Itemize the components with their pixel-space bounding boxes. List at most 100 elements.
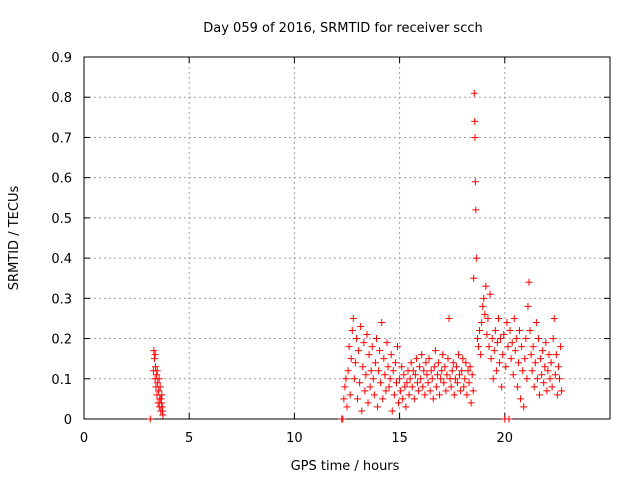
y-tick-label: 0.9 (51, 51, 72, 66)
y-tick-label: 0.3 (51, 292, 72, 307)
data-point (451, 375, 459, 383)
data-point (507, 355, 515, 363)
data-point (522, 335, 530, 343)
data-point (544, 367, 552, 375)
data-point (387, 351, 395, 359)
data-point (494, 314, 502, 322)
data-point (350, 375, 358, 383)
data-point (545, 351, 553, 359)
x-tick-label: 15 (391, 431, 408, 446)
data-point (427, 367, 435, 375)
data-point (158, 407, 166, 415)
data-point (399, 395, 407, 403)
data-point (479, 302, 487, 310)
data-point (370, 391, 378, 399)
data-point (396, 375, 404, 383)
data-point (484, 314, 492, 322)
data-point (364, 399, 372, 407)
data-point (153, 371, 161, 379)
data-point (523, 375, 531, 383)
data-point (486, 290, 494, 298)
data-point (467, 399, 475, 407)
data-point (349, 314, 357, 322)
data-point (548, 383, 556, 391)
data-point (471, 133, 479, 141)
data-point (381, 371, 389, 379)
data-point (416, 363, 424, 371)
data-point (513, 383, 521, 391)
data-point (356, 379, 364, 387)
data-point (470, 89, 478, 97)
data-point (489, 375, 497, 383)
data-point (468, 371, 476, 379)
data-point (504, 343, 512, 351)
data-point (354, 395, 362, 403)
data-point (476, 327, 484, 335)
data-point (146, 415, 154, 423)
data-point (390, 391, 398, 399)
x-tick-label: 5 (185, 431, 193, 446)
data-point (557, 343, 565, 351)
data-point (553, 391, 561, 399)
data-point (443, 371, 451, 379)
data-point (491, 327, 499, 335)
data-point (152, 363, 160, 371)
data-point (485, 343, 493, 351)
data-point (531, 359, 539, 367)
data-point (150, 347, 158, 355)
data-point (422, 359, 430, 367)
data-point (442, 387, 450, 395)
data-point (352, 335, 360, 343)
data-point (419, 383, 427, 391)
data-point (511, 347, 519, 355)
data-point (391, 359, 399, 367)
data-point (406, 375, 414, 383)
data-point (366, 383, 374, 391)
data-point (527, 351, 535, 359)
data-point (552, 351, 560, 359)
data-point (471, 178, 479, 186)
data-point (403, 379, 411, 387)
data-point (409, 367, 417, 375)
data-point (413, 379, 421, 387)
data-point (392, 379, 400, 387)
data-point (551, 371, 559, 379)
data-point (388, 407, 396, 415)
data-point (533, 375, 541, 383)
y-tick-label: 0.4 (51, 252, 72, 267)
data-point (344, 367, 352, 375)
data-point (441, 363, 449, 371)
data-point (554, 363, 562, 371)
data-point (488, 335, 496, 343)
data-point (530, 383, 538, 391)
data-point (377, 379, 385, 387)
data-point (526, 327, 534, 335)
data-point (437, 375, 445, 383)
data-point (401, 383, 409, 391)
data-point (497, 335, 505, 343)
data-point (385, 383, 393, 391)
data-point (156, 383, 164, 391)
data-point (346, 391, 354, 399)
data-point (155, 387, 163, 395)
data-point (532, 318, 540, 326)
data-point (471, 117, 479, 125)
data-point (510, 314, 518, 322)
data-point (397, 387, 405, 395)
data-point (472, 254, 480, 262)
data-point (426, 387, 434, 395)
data-point (433, 371, 441, 379)
data-point (543, 387, 551, 395)
x-tick-label: 20 (497, 431, 514, 446)
data-point (448, 367, 456, 375)
grid (84, 57, 610, 419)
data-point (421, 391, 429, 399)
data-point (452, 363, 460, 371)
data-point (498, 383, 506, 391)
data-point (550, 314, 558, 322)
data-point (374, 403, 382, 411)
data-point (546, 375, 554, 383)
data-point (492, 367, 500, 375)
